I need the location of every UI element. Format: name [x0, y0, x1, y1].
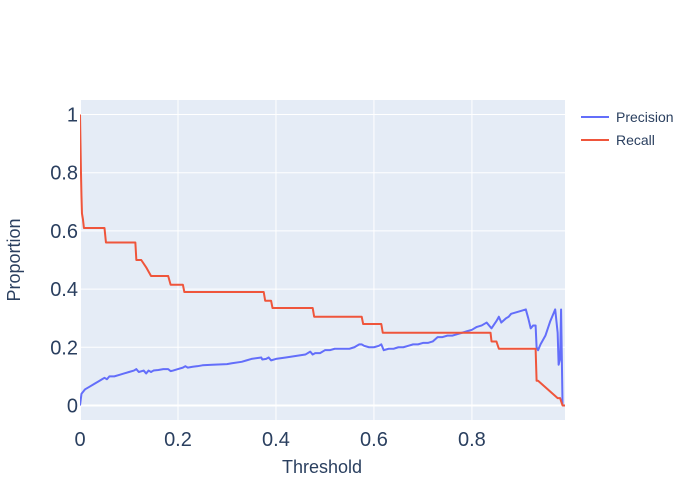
series-line-precision[interactable]	[80, 308, 564, 406]
y-tick-label: 0.4	[50, 279, 78, 301]
y-tick-label: 0.8	[50, 163, 78, 185]
legend-item-precision[interactable]: Precision	[581, 109, 674, 125]
y-axis-title: Proportion	[4, 218, 24, 301]
x-tick-label: 0.2	[164, 429, 192, 451]
series-line-recall[interactable]	[80, 114, 565, 407]
legend-label: Recall	[616, 132, 655, 148]
x-tick-label: 0.4	[262, 429, 290, 451]
y-tick-label: 1	[67, 105, 78, 127]
x-axis-title: Threshold	[282, 457, 362, 477]
x-axis-ticks: 0 0.2 0.4 0.6 0.8	[74, 429, 485, 451]
series-lines	[80, 114, 565, 407]
y-tick-label: 0	[67, 395, 78, 417]
x-tick-label: 0.6	[360, 429, 388, 451]
legend-item-recall[interactable]: Recall	[581, 132, 655, 148]
legend[interactable]: Precision Recall	[581, 109, 674, 148]
y-tick-label: 0.6	[50, 221, 78, 243]
y-tick-label: 0.2	[50, 337, 78, 359]
y-axis-ticks: 0 0.2 0.4 0.6 0.8 1	[50, 105, 78, 418]
x-tick-label: 0.8	[458, 429, 486, 451]
plot-area	[80, 100, 565, 420]
legend-label: Precision	[616, 109, 674, 125]
x-tick-label: 0	[74, 429, 85, 451]
